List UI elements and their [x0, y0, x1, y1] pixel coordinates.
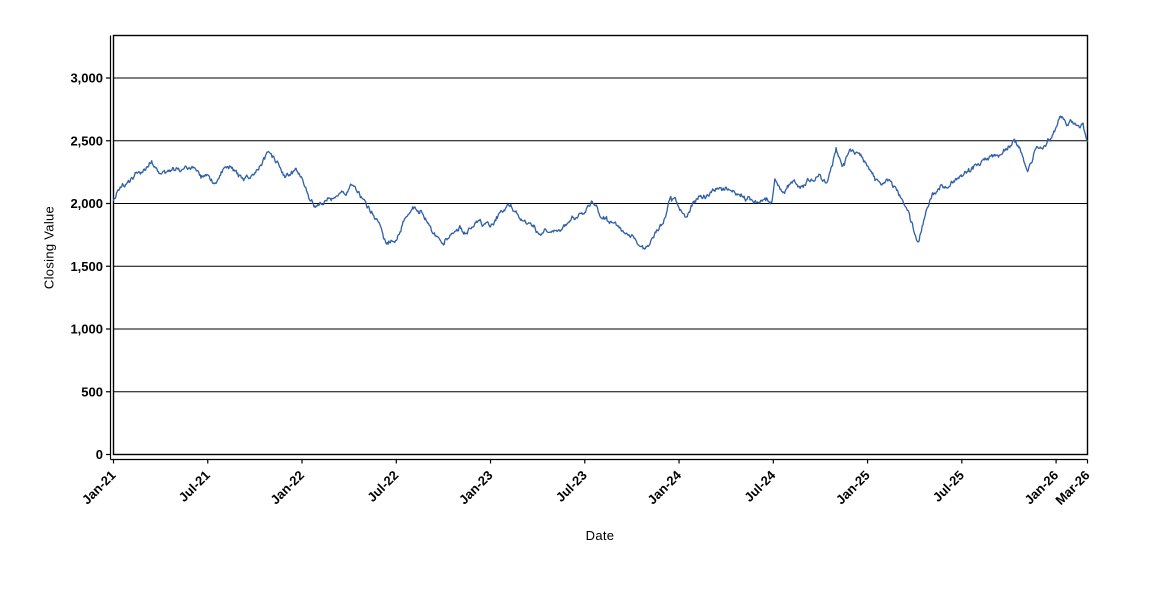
- x-tick-label: Jul-25: [930, 468, 967, 505]
- x-tick-label: Jan-22: [267, 468, 307, 508]
- y-tick-label: 500: [81, 384, 103, 399]
- y-tick-label: 2,500: [70, 133, 103, 148]
- x-tick-label: Jul-23: [553, 468, 590, 505]
- y-axis-title: Closing Value: [41, 205, 57, 290]
- plot-border: [112, 34, 1089, 456]
- x-tick-label: Jan-25: [833, 468, 873, 508]
- y-tick-label: 1,000: [70, 322, 103, 337]
- y-tick-label: 1,500: [70, 259, 103, 274]
- y-tick-label: 2,000: [70, 196, 103, 211]
- series-path: [112, 115, 1089, 250]
- x-tick-label: Jan-23: [456, 468, 496, 508]
- x-tick-label: Mar-26: [1052, 468, 1092, 508]
- x-tick-label: Jul-21: [176, 468, 213, 505]
- y-tick-label: 3,000: [70, 71, 103, 86]
- x-tick-label: Jan-21: [79, 468, 119, 508]
- x-axis-title: Date: [585, 528, 615, 543]
- x-tick-label: Jan-24: [644, 467, 684, 507]
- x-tick-label: Jul-22: [364, 468, 401, 505]
- x-tick-label: Jul-24: [741, 467, 779, 505]
- y-tick-label: 0: [96, 447, 103, 462]
